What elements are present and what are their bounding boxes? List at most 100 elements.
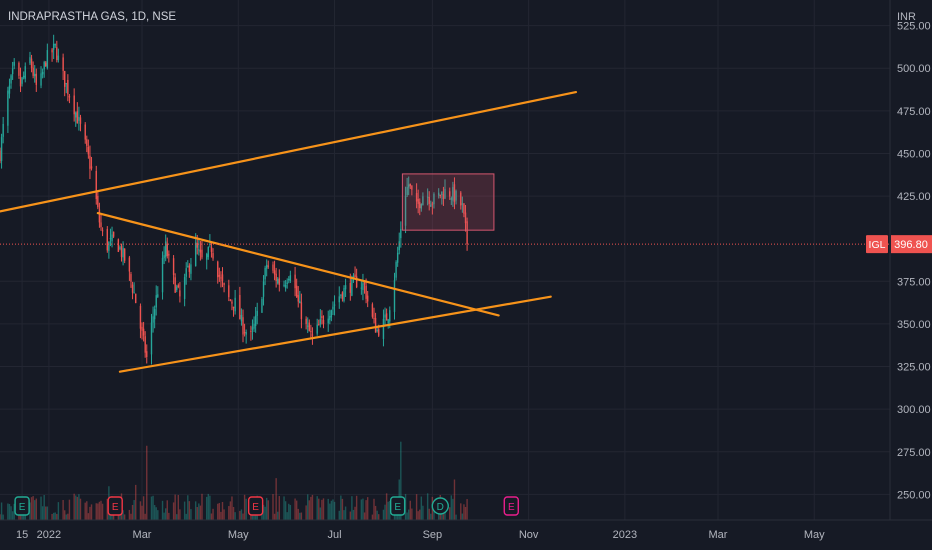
candle-body xyxy=(84,124,86,140)
candle-body xyxy=(144,336,146,353)
candle-body xyxy=(101,230,104,232)
candle-body xyxy=(420,204,423,209)
volume-bar xyxy=(79,498,82,520)
candle xyxy=(112,231,115,239)
candle xyxy=(78,106,80,131)
candle xyxy=(210,242,213,258)
candle-body xyxy=(86,139,88,146)
candle-body xyxy=(106,229,109,251)
candle-body xyxy=(41,71,44,75)
candle-body xyxy=(90,166,93,169)
candle xyxy=(101,227,104,237)
volume-bar xyxy=(330,500,333,520)
candle xyxy=(172,255,175,285)
candle xyxy=(243,323,246,337)
candle-body xyxy=(10,75,12,84)
volume-bar xyxy=(174,494,176,520)
candle-body xyxy=(78,116,80,121)
candle-body xyxy=(330,310,333,318)
candle-body xyxy=(415,193,418,202)
volume-bar xyxy=(0,502,3,520)
candle-body xyxy=(441,191,443,195)
candle xyxy=(46,43,49,70)
candle-body xyxy=(75,112,77,118)
candle xyxy=(437,188,440,199)
volume-bar xyxy=(329,503,331,520)
candle-body xyxy=(89,155,91,169)
volume-bar xyxy=(355,495,358,520)
candle-body xyxy=(196,243,198,248)
candle xyxy=(464,205,467,232)
earnings-marker xyxy=(389,496,406,516)
candle-body xyxy=(207,247,209,258)
candle-body xyxy=(152,316,154,323)
volume-bar xyxy=(65,514,67,520)
volume-bar xyxy=(217,503,219,520)
volume-bar xyxy=(22,514,25,520)
candle xyxy=(422,192,424,206)
candle-body xyxy=(387,319,389,324)
volume-bar xyxy=(373,498,375,520)
candle xyxy=(461,196,464,213)
candle xyxy=(400,221,402,248)
candle xyxy=(142,321,145,342)
candle-body xyxy=(437,192,440,196)
volume-bar xyxy=(177,494,180,520)
candle xyxy=(119,245,121,251)
candle xyxy=(130,271,132,288)
candle xyxy=(307,317,309,334)
volume-bar xyxy=(393,513,396,520)
candle xyxy=(300,293,303,329)
volume-bar xyxy=(341,498,344,520)
candle xyxy=(426,188,429,206)
candle xyxy=(135,293,137,304)
volume-bar xyxy=(385,493,388,520)
candle-body xyxy=(265,264,268,269)
candle xyxy=(299,290,301,304)
candle xyxy=(0,147,1,164)
candle xyxy=(0,133,3,169)
candle xyxy=(212,248,214,261)
volume-bar xyxy=(365,500,367,520)
candle-body xyxy=(343,287,345,302)
candle xyxy=(327,310,329,332)
candle-body xyxy=(7,90,9,126)
candle-body xyxy=(190,264,192,274)
volume-bar xyxy=(90,504,93,520)
y-tick-label: 475.00 xyxy=(897,106,931,118)
x-tick-label: 2023 xyxy=(613,529,637,541)
candle xyxy=(275,267,277,288)
volume-bar xyxy=(51,513,53,520)
volume-bar xyxy=(319,507,322,520)
candle-body xyxy=(79,117,82,124)
candle-body xyxy=(234,297,236,312)
candle-body xyxy=(218,275,221,277)
volume-bar xyxy=(84,502,86,520)
volume-bar xyxy=(0,514,1,520)
y-tick-label: 525.00 xyxy=(897,21,931,33)
candle xyxy=(128,255,131,281)
volume-bar xyxy=(333,501,336,520)
volume-bar xyxy=(95,503,97,520)
candle-body xyxy=(108,241,110,251)
volume-bar xyxy=(34,500,36,520)
candle xyxy=(141,322,143,340)
volume-bar xyxy=(75,495,77,520)
x-tick-label: Mar xyxy=(133,529,152,541)
volume-bar xyxy=(284,501,287,520)
candle-body xyxy=(188,265,191,272)
candle xyxy=(87,139,90,159)
y-tick-label: 425.00 xyxy=(897,191,931,203)
volume-bar xyxy=(168,512,170,520)
x-tick-label: Sep xyxy=(423,529,443,541)
volume-bar xyxy=(461,513,464,520)
candle-body xyxy=(120,246,123,257)
volume-bar xyxy=(86,501,88,520)
volume-bar xyxy=(57,502,60,520)
candle xyxy=(232,306,235,317)
candle-body xyxy=(450,198,453,200)
candle xyxy=(122,241,124,266)
volume-bar xyxy=(46,506,49,520)
x-tick-label: May xyxy=(228,529,249,541)
